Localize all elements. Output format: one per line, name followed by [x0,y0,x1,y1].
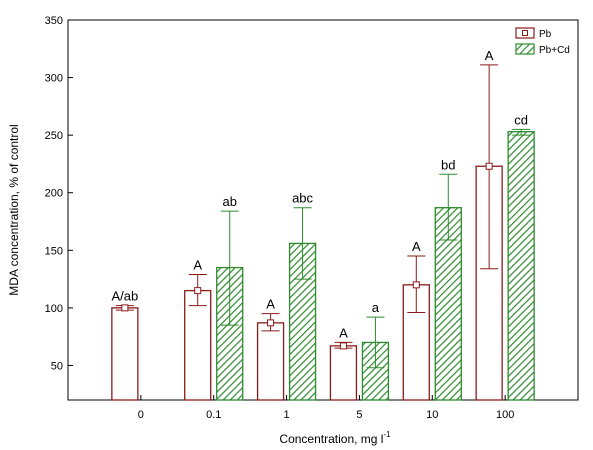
significance-label: ab [222,194,236,209]
significance-label: A [266,297,275,312]
bar-pb [256,322,285,401]
legend: Pb Pb+Cd [515,27,570,56]
legend-marker-pb [522,30,528,36]
y-tick-label: 250 [45,130,63,142]
bar-pb [329,345,358,401]
x-tick-label: 0.1 [206,409,221,421]
legend-swatch-pbcd [515,43,535,55]
x-tick-label: 100 [496,409,514,421]
x-axis-title: Concentration, mg l-1 [279,430,391,446]
x-tick-label: 10 [426,409,438,421]
y-axis-title: MDA concentration, % of control [7,124,21,295]
mean-marker [339,342,347,350]
x-tick-label: 0 [138,409,144,421]
y-tick-label: 350 [45,15,63,27]
x-axis: 0 0.1 1 5 10 100 [138,395,514,421]
y-tick-label: 100 [45,303,63,315]
x-axis-title-superscript: -1 [383,430,391,439]
y-tick-label: 200 [45,188,63,200]
legend-label-pbcd: Pb+Cd [539,45,570,56]
bar-pb [111,307,139,401]
significance-label: A [193,257,202,272]
mean-marker [485,162,493,170]
mean-marker [412,281,420,289]
x-axis-title-text: Concentration, mg l [279,432,383,446]
mean-marker [121,304,129,312]
y-tick-label: 50 [51,360,63,372]
legend-label-pb: Pb [539,29,552,40]
significance-label: abc [292,191,313,206]
mean-marker [194,287,202,295]
significance-label: A/ab [111,289,138,304]
bar-pbcd [507,131,535,401]
significance-label: A [339,325,348,340]
significance-label: A [412,239,421,254]
y-axis: 50 100 150 200 250 300 350 [45,15,73,372]
significance-label: bd [441,157,455,172]
bar-pb [184,289,212,401]
significance-label: cd [514,112,528,127]
bars [111,64,535,401]
x-tick-label: 1 [284,409,290,421]
significance-label: a [372,300,380,315]
mean-marker [267,319,275,327]
significance-label: A [485,48,494,63]
significance-labels: A/ab A A A A Aab abc a bd cd [111,48,528,341]
y-tick-label: 300 [45,73,63,85]
y-tick-label: 150 [45,245,63,257]
x-tick-label: 5 [356,409,362,421]
